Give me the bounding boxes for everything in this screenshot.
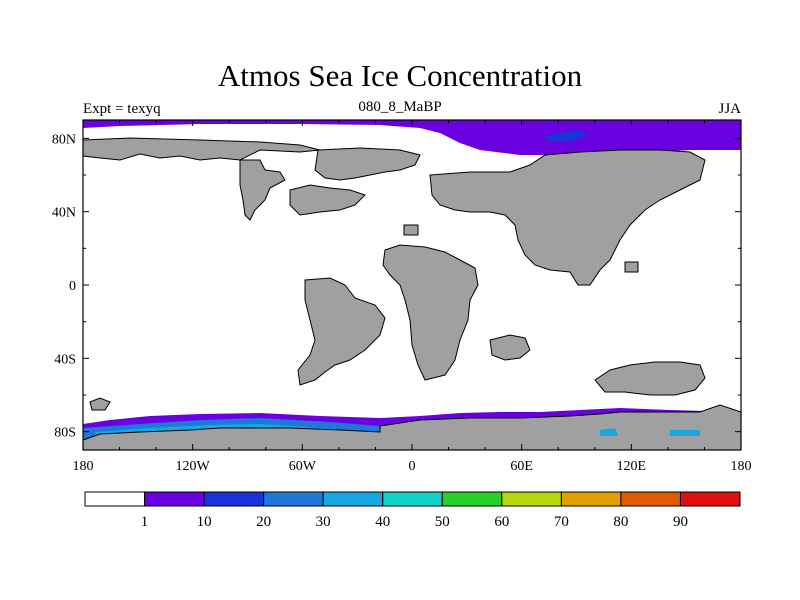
colorbar-swatch (501, 491, 562, 507)
colorbar-swatch (620, 491, 681, 507)
land-greenland (314, 147, 421, 181)
land-north-america-arctic (82, 137, 321, 161)
land-island-atlantic (403, 224, 419, 236)
colorbar-swatch (441, 491, 503, 507)
x-axis: 180 120W 60W 0 60E 120E 180 (73, 120, 752, 474)
land-masses (82, 137, 742, 451)
colorbar-swatch (203, 491, 265, 507)
colorbar-swatch (679, 491, 741, 507)
x-tick-label: 60W (289, 459, 317, 474)
period-label: 080_8_MaBP (358, 99, 442, 115)
colorbar-label: 20 (256, 514, 271, 530)
land-australia (594, 361, 706, 396)
land-island-east (624, 261, 639, 273)
land-india (489, 334, 531, 361)
colorbar-swatch (560, 491, 622, 507)
colorbar-swatch (144, 491, 205, 507)
colorbar-label: 50 (435, 514, 450, 530)
season-label: JJA (718, 101, 741, 117)
colorbar-label: 60 (494, 514, 509, 530)
y-axis: 80N 40N 0 40S 80S (52, 132, 741, 441)
x-tick-label: 180 (73, 459, 94, 474)
x-tick-label: 0 (409, 459, 416, 474)
colorbar-swatch (84, 491, 146, 507)
land-south-america (297, 277, 386, 386)
land-antarctica (82, 404, 742, 451)
land-north-america (239, 159, 286, 221)
colorbar-swatch (382, 491, 443, 507)
colorbar: 1 10 20 30 40 50 60 70 80 90 (84, 491, 741, 530)
y-tick-label: 80N (52, 132, 76, 147)
x-tick-label: 120W (176, 459, 211, 474)
colorbar-label: 1 (141, 514, 149, 530)
x-tick-label: 120E (617, 459, 647, 474)
colorbar-swatch (263, 491, 324, 507)
land-africa (382, 244, 479, 381)
land-eurasia (429, 149, 706, 286)
y-tick-label: 40N (52, 206, 76, 221)
colorbar-label: 90 (673, 514, 688, 530)
y-tick-label: 80S (54, 426, 76, 441)
colorbar-label: 10 (197, 514, 212, 530)
land-island-pacific (89, 397, 111, 411)
figure-title: Atmos Sea Ice Concentration (217, 58, 583, 93)
y-tick-label: 40S (54, 352, 76, 367)
antarctic-shelf-ice (600, 428, 700, 436)
colorbar-label: 70 (554, 514, 569, 530)
colorbar-label: 30 (316, 514, 331, 530)
experiment-label: Expt = texyq (83, 101, 161, 117)
arctic-ice-patch (545, 130, 590, 142)
colorbar-swatch (322, 491, 384, 507)
colorbar-label: 80 (613, 514, 628, 530)
land-europe-patch (289, 184, 366, 216)
x-tick-label: 60E (510, 459, 533, 474)
arctic-sea-ice (83, 120, 741, 155)
colorbar-label: 40 (375, 514, 390, 530)
x-tick-label: 180 (731, 459, 752, 474)
y-tick-label: 0 (69, 279, 76, 294)
